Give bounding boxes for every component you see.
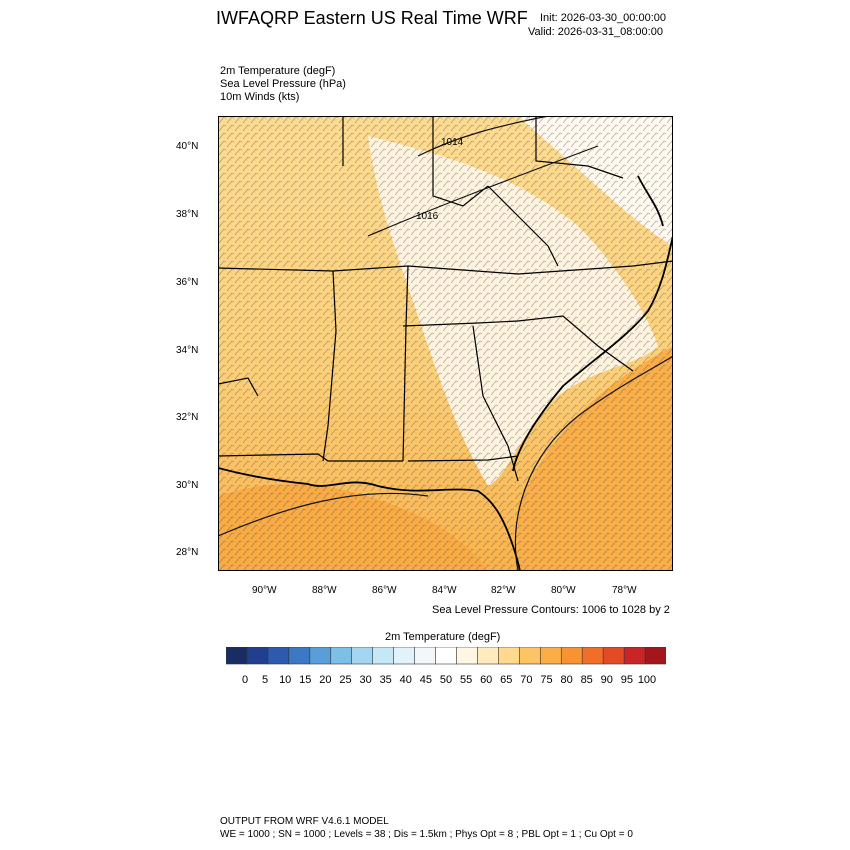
- map-panel: 1014 1016: [218, 116, 673, 571]
- colorbar-swatch: [372, 647, 395, 665]
- lon-label-80w: 80°W: [551, 585, 576, 596]
- colorbar-title: 2m Temperature (degF): [385, 631, 501, 643]
- colorbar-tick-label: 15: [299, 674, 312, 686]
- colorbar-tick-label: 70: [520, 674, 533, 686]
- colorbar-swatch: [309, 647, 332, 665]
- lat-label-28n: 28°N: [176, 547, 199, 558]
- colorbar-tick-label: 0: [241, 674, 249, 686]
- lon-label-88w: 88°W: [312, 585, 337, 596]
- isobars: [218, 116, 673, 571]
- colorbar-tick-label: 50: [439, 674, 453, 686]
- lat-label-30n: 30°N: [176, 480, 199, 491]
- state-boundaries: [218, 116, 673, 482]
- colorbar-swatch: [414, 647, 437, 665]
- colorbar-swatch: [330, 647, 353, 665]
- colorbar-tick-label: 60: [480, 674, 493, 686]
- colorbar-swatch: [435, 647, 457, 665]
- contour-note: Sea Level Pressure Contours: 1006 to 102…: [432, 604, 670, 616]
- colorbar-tick-label: 25: [339, 674, 352, 686]
- colorbar-swatch: [644, 647, 666, 665]
- lon-label-82w: 82°W: [491, 585, 516, 596]
- colorbar-swatch: [267, 647, 290, 665]
- lat-label-36n: 36°N: [176, 277, 199, 288]
- colorbar-tick-label: 35: [379, 674, 392, 686]
- colorbar-swatch: [351, 647, 374, 665]
- init-time: Init: 2026-03-30_00:00:00: [540, 12, 666, 24]
- colorbar-tick-label: 5: [262, 674, 269, 686]
- colorbar-tick-label: 40: [399, 674, 412, 686]
- colorbar-swatch: [602, 647, 625, 665]
- footer-model: OUTPUT FROM WRF V4.6.1 MODEL: [220, 816, 389, 827]
- isobar-label-1014: 1014: [441, 137, 464, 148]
- lat-label-38n: 38°N: [176, 209, 199, 220]
- colorbar-tick-label: 90: [600, 674, 613, 686]
- field-label-temperature: 2m Temperature (degF): [220, 65, 336, 77]
- colorbar-swatch: [226, 647, 248, 665]
- lon-label-86w: 86°W: [372, 585, 397, 596]
- field-label-pressure: Sea Level Pressure (hPa): [220, 78, 346, 90]
- colorbar-swatch: [393, 647, 416, 665]
- isobar-label-1016: 1016: [416, 211, 439, 222]
- colorbar-swatch: [560, 647, 583, 665]
- colorbar-swatch: [519, 647, 541, 665]
- colorbar-tick-label: 100: [637, 674, 657, 686]
- colorbar-swatch: [288, 647, 311, 665]
- footer-config: WE = 1000 ; SN = 1000 ; Levels = 38 ; Di…: [220, 829, 633, 840]
- colorbar-swatch: [539, 647, 562, 665]
- colorbar-swatch: [246, 647, 269, 665]
- coastline: [218, 175, 673, 571]
- colorbar-swatch: [623, 647, 646, 665]
- colorbar-swatch: [477, 647, 499, 665]
- lat-label-32n: 32°N: [176, 412, 199, 423]
- field-label-winds: 10m Winds (kts): [220, 91, 300, 103]
- lon-label-78w: 78°W: [612, 585, 637, 596]
- colorbar-tick-label: 85: [580, 674, 593, 686]
- colorbar-tick-label: 75: [540, 674, 553, 686]
- wind-barbs: [218, 116, 673, 571]
- colorbar-tick-label: 20: [319, 674, 332, 686]
- colorbar-swatch: [581, 647, 604, 665]
- colorbar-tick-label: 10: [279, 674, 292, 686]
- colorbar: [226, 647, 666, 665]
- colorbar-tick-label: 30: [359, 674, 372, 686]
- colorbar-tick-label: 55: [459, 674, 473, 686]
- lat-label-40n: 40°N: [176, 141, 199, 152]
- colorbar-tick-label: 65: [500, 674, 513, 686]
- colorbar-tick-label: 80: [560, 674, 573, 686]
- lat-label-34n: 34°N: [176, 345, 199, 356]
- colorbar-swatch: [498, 647, 520, 665]
- colorbar-tick-label: 95: [620, 674, 634, 686]
- map-border: [218, 116, 673, 571]
- colorbar-swatch: [456, 647, 478, 665]
- lon-label-90w: 90°W: [252, 585, 277, 596]
- lon-label-84w: 84°W: [432, 585, 457, 596]
- colorbar-tick-label: 45: [419, 674, 433, 686]
- page-title: IWFAQRP Eastern US Real Time WRF: [216, 8, 528, 28]
- valid-time: Valid: 2026-03-31_08:00:00: [528, 26, 663, 38]
